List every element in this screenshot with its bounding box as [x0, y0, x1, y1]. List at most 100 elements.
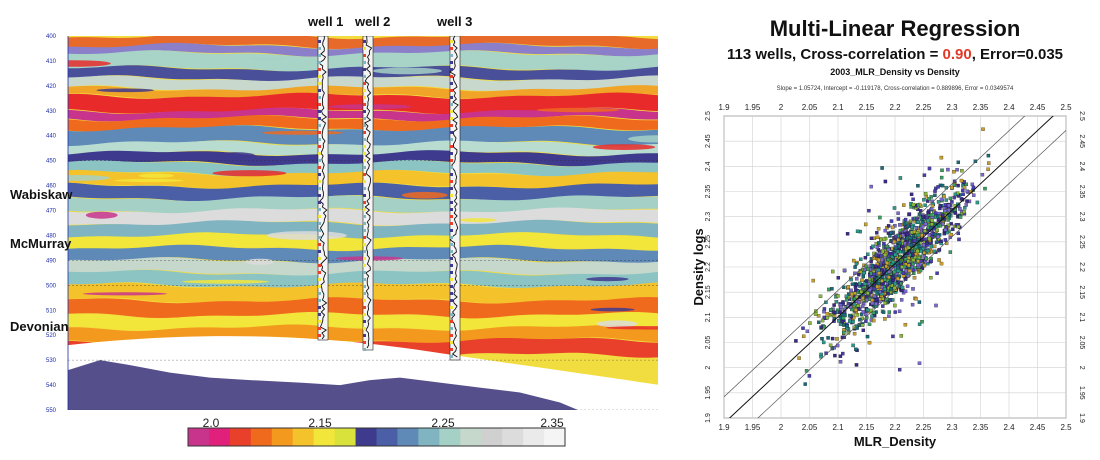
texture-blob: [586, 277, 629, 282]
data-point: [869, 236, 874, 241]
data-point: [921, 242, 926, 247]
colorbar-swatch: [481, 428, 503, 446]
data-point: [903, 217, 908, 222]
data-point: [924, 194, 929, 199]
data-point: [838, 310, 842, 315]
well-log-segment: [363, 327, 366, 330]
well-log-segment: [450, 75, 453, 78]
data-point: [919, 249, 923, 253]
data-point: [939, 239, 943, 243]
data-point: [830, 287, 834, 291]
data-point: [904, 269, 908, 273]
well-log-segment: [363, 47, 366, 50]
data-point: [883, 287, 887, 291]
well-log-segment: [450, 117, 453, 120]
well-log-segment: [318, 299, 321, 302]
well-log-segment: [363, 145, 366, 148]
data-point: [939, 155, 944, 160]
data-point: [947, 208, 951, 212]
data-point: [922, 173, 927, 177]
data-point: [901, 271, 906, 276]
data-point: [861, 274, 866, 278]
data-point: [868, 288, 872, 292]
colorbar-swatch: [313, 428, 336, 446]
well-log-segment: [318, 250, 321, 253]
well-log-segment: [318, 110, 321, 113]
y-tick-label: 2.4: [705, 161, 712, 171]
well-log-segment: [318, 145, 321, 148]
data-point: [872, 318, 876, 323]
data-point: [922, 251, 926, 255]
data-point: [965, 199, 969, 203]
data-point: [886, 257, 890, 262]
data-point: [845, 232, 850, 236]
texture-blob: [96, 88, 154, 93]
well-log-segment: [363, 320, 366, 323]
well-log-segment: [450, 299, 453, 302]
data-point: [879, 292, 884, 296]
data-point: [824, 300, 828, 305]
data-point: [836, 294, 840, 298]
data-point: [855, 277, 859, 281]
data-point: [933, 211, 938, 215]
data-point: [845, 324, 850, 328]
y-tick-label-right: 2.3: [1078, 212, 1085, 222]
colorbar-swatch: [523, 428, 545, 446]
well-log-segment: [318, 117, 321, 120]
data-point: [825, 315, 830, 320]
data-point: [808, 321, 812, 325]
well-1-label: well 1: [308, 14, 344, 29]
well-log-segment: [450, 166, 453, 169]
data-point: [892, 206, 897, 210]
data-point: [877, 241, 881, 245]
data-point: [878, 215, 882, 220]
data-point: [829, 308, 833, 312]
well-log-segment: [318, 201, 321, 204]
data-point: [875, 290, 880, 295]
depth-tick-label: 490: [46, 258, 57, 264]
well-log-segment: [363, 285, 366, 288]
well-log-segment: [450, 201, 453, 204]
data-point: [910, 225, 914, 229]
data-point: [880, 249, 885, 254]
data-point: [856, 304, 860, 308]
data-point: [958, 207, 962, 211]
data-point: [897, 367, 902, 372]
colorbar-swatch: [292, 428, 315, 446]
y-tick-label-right: 2.4: [1078, 161, 1085, 171]
data-point: [936, 185, 940, 189]
data-point: [893, 310, 897, 314]
regression-title: Multi-Linear Regression: [769, 16, 1021, 41]
data-point: [871, 311, 876, 315]
data-point: [875, 245, 879, 249]
data-point: [920, 319, 924, 324]
data-point: [853, 265, 857, 269]
seismic-section: 400 410 420 430 440 450 460 470 480 490 500 510 520 5…: [46, 34, 658, 447]
data-point: [797, 356, 801, 360]
data-point: [910, 249, 915, 253]
data-point: [883, 179, 888, 184]
y-tick-label: 1.9: [705, 413, 712, 423]
y-tick-label-right: 2.25: [1078, 235, 1085, 249]
colorbar-swatch: [334, 428, 357, 446]
data-point: [822, 309, 826, 314]
well-2-label: well 2: [355, 14, 391, 29]
colorbar-swatch: [355, 428, 377, 446]
data-point: [819, 354, 823, 359]
data-point: [841, 351, 845, 356]
data-point: [850, 282, 855, 286]
data-point: [930, 204, 935, 208]
x-tick-label: 2.2: [889, 423, 901, 432]
data-point: [841, 300, 845, 304]
data-point: [816, 314, 821, 318]
data-point: [924, 241, 929, 245]
well-log-segment: [450, 229, 453, 232]
data-point: [903, 322, 908, 327]
data-point: [929, 207, 934, 211]
data-point: [897, 309, 902, 314]
y-tick-label: 2.45: [705, 134, 712, 148]
x-tick-label: 2.25: [916, 423, 932, 432]
data-point: [832, 310, 836, 315]
data-point: [946, 167, 950, 172]
data-point: [960, 198, 965, 202]
